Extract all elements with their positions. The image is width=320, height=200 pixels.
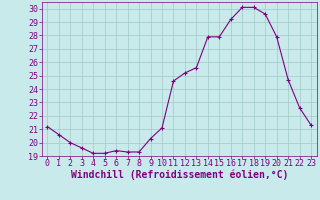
X-axis label: Windchill (Refroidissement éolien,°C): Windchill (Refroidissement éolien,°C) [70, 170, 288, 180]
